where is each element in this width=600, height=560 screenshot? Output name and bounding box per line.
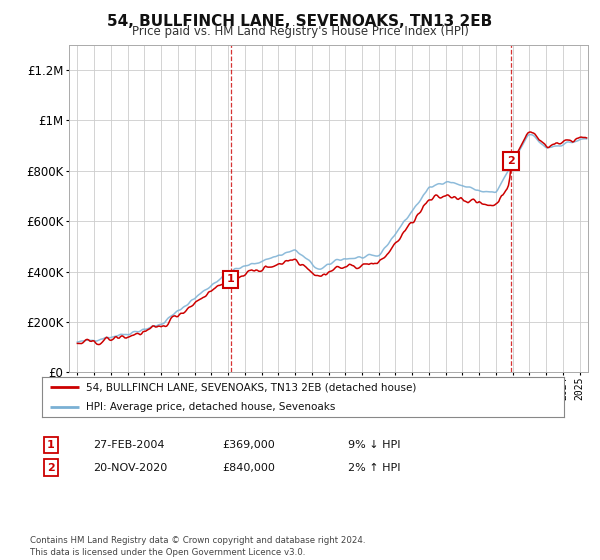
Text: 2% ↑ HPI: 2% ↑ HPI [348, 463, 401, 473]
Text: 20-NOV-2020: 20-NOV-2020 [93, 463, 167, 473]
Text: 1: 1 [227, 274, 235, 284]
Text: Price paid vs. HM Land Registry's House Price Index (HPI): Price paid vs. HM Land Registry's House … [131, 25, 469, 38]
Text: 54, BULLFINCH LANE, SEVENOAKS, TN13 2EB (detached house): 54, BULLFINCH LANE, SEVENOAKS, TN13 2EB … [86, 382, 417, 393]
Text: 27-FEB-2004: 27-FEB-2004 [93, 440, 164, 450]
Text: 54, BULLFINCH LANE, SEVENOAKS, TN13 2EB: 54, BULLFINCH LANE, SEVENOAKS, TN13 2EB [107, 14, 493, 29]
Text: £840,000: £840,000 [222, 463, 275, 473]
Text: 2: 2 [507, 156, 515, 166]
Text: 2: 2 [47, 463, 55, 473]
Text: Contains HM Land Registry data © Crown copyright and database right 2024.
This d: Contains HM Land Registry data © Crown c… [30, 536, 365, 557]
Text: HPI: Average price, detached house, Sevenoaks: HPI: Average price, detached house, Seve… [86, 402, 336, 412]
Text: £369,000: £369,000 [222, 440, 275, 450]
Text: 9% ↓ HPI: 9% ↓ HPI [348, 440, 401, 450]
Text: 1: 1 [47, 440, 55, 450]
